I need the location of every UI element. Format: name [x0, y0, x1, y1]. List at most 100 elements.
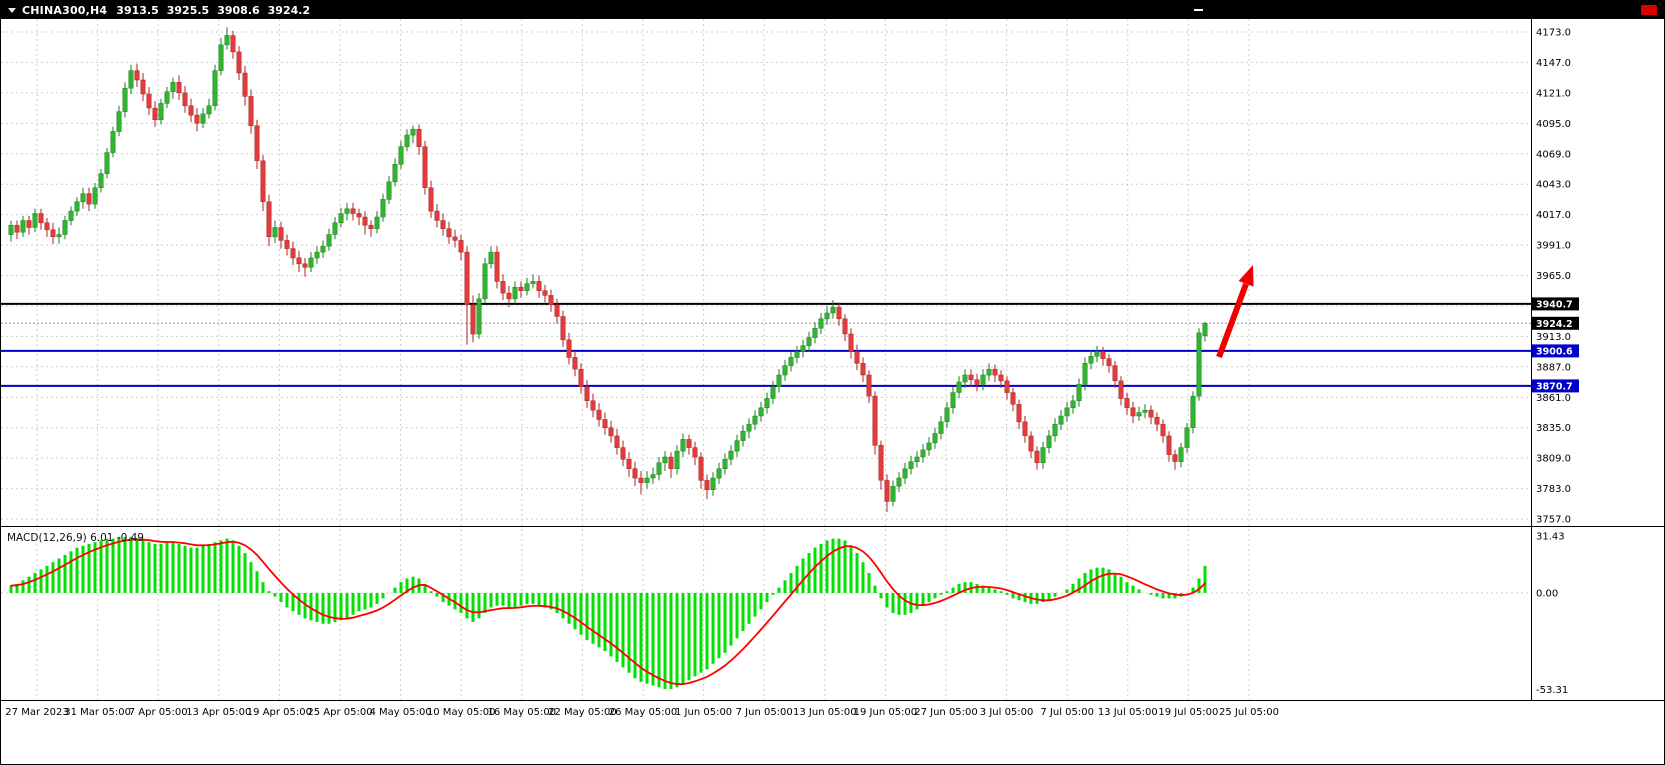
candle-body — [968, 374, 974, 380]
trend-arrow[interactable] — [1216, 265, 1254, 359]
price-tick-label: 3991.0 — [1536, 241, 1571, 252]
candle-body — [698, 456, 704, 481]
price-tag: 3924.2 — [1532, 316, 1579, 330]
candle-body — [344, 208, 350, 214]
candle-body — [1040, 447, 1046, 464]
candle-body — [290, 248, 296, 259]
candle-body — [50, 229, 56, 238]
candle-body — [284, 240, 290, 249]
time-label: 1 Jun 05:00 — [675, 707, 732, 718]
candle-body — [524, 283, 530, 291]
candle-body — [716, 468, 722, 479]
candle-body — [410, 128, 416, 136]
price-tick-label: 3835.0 — [1536, 423, 1571, 434]
candle-body — [956, 381, 962, 393]
candle-body — [818, 318, 824, 329]
candle-body — [656, 462, 662, 475]
candle-body — [32, 213, 38, 228]
svg-text:3940.7: 3940.7 — [1536, 299, 1573, 310]
candle-body — [626, 459, 632, 469]
candle-body — [1076, 384, 1082, 402]
candle-body — [710, 477, 716, 490]
price-tick-label: 3783.0 — [1536, 484, 1571, 495]
candle-body — [362, 216, 368, 226]
candle-body — [866, 374, 872, 397]
candle-body — [452, 236, 458, 241]
candle-body — [1070, 400, 1076, 409]
candle-body — [170, 82, 176, 92]
candle-body — [938, 421, 944, 434]
candle-body — [1016, 404, 1022, 423]
candle-body — [152, 107, 158, 121]
candle-body — [338, 213, 344, 224]
candle-body — [980, 374, 986, 385]
candle-body — [1130, 407, 1136, 417]
time-label: 7 Apr 05:00 — [129, 707, 188, 718]
chart-canvas[interactable]: 4173.0 4147.0 4121.0 4095.0 4069.0 4043.0 4017… — [1, 19, 1664, 764]
candle-body — [674, 450, 680, 469]
close-price: 3924.2 — [267, 3, 311, 17]
candle-body — [932, 433, 938, 444]
low-price: 3908.6 — [217, 3, 260, 17]
candle-body — [98, 173, 104, 188]
candle-body — [212, 70, 218, 106]
candle-body — [404, 134, 410, 147]
candle-body — [764, 398, 770, 409]
candle-body — [926, 442, 932, 451]
price-tick-label: 4121.0 — [1536, 88, 1571, 99]
candle-body — [974, 379, 980, 385]
time-label: 4 May 05:00 — [369, 707, 431, 718]
candle-body — [908, 461, 914, 469]
candle-body — [320, 245, 326, 253]
candle-body — [854, 351, 860, 364]
time-label: 31 Mar 05:00 — [64, 707, 131, 718]
chart-titlebar: CHINA300,H4 3913.5 3925.5 3908.6 3924.2 — [1, 1, 1664, 19]
time-label: 19 Apr 05:00 — [247, 707, 312, 718]
candle-body — [20, 220, 26, 233]
candle-body — [506, 292, 512, 300]
price-tick-label: 3887.0 — [1536, 362, 1571, 373]
candle-body — [308, 257, 314, 268]
candle-body — [1172, 454, 1178, 462]
candle-body — [1034, 450, 1040, 464]
candle-body — [842, 318, 848, 335]
candle-body — [872, 395, 878, 446]
candle-body — [758, 407, 764, 417]
candle-body — [1166, 435, 1172, 455]
time-label: 26 May 05:00 — [609, 707, 678, 718]
candle-body — [962, 374, 968, 383]
time-label: 13 Jun 05:00 — [793, 707, 857, 718]
candle-body — [530, 281, 536, 284]
candle-body — [800, 345, 806, 352]
candle-body — [1004, 380, 1010, 393]
candle-body — [788, 357, 794, 366]
candle-body — [176, 82, 182, 94]
candle-body — [122, 87, 128, 112]
candle-body — [1202, 323, 1208, 337]
candle-body — [512, 286, 518, 300]
price-tag: 3870.7 — [1532, 379, 1579, 393]
symbol-dropdown-icon[interactable] — [8, 7, 16, 13]
candle-body — [488, 251, 494, 265]
window-status-red-icon[interactable] — [1641, 5, 1657, 15]
candle-body — [416, 128, 422, 148]
candle-body — [584, 386, 590, 401]
candle-body — [1190, 395, 1196, 428]
candle-body — [812, 327, 818, 338]
candle-body — [836, 306, 842, 320]
candle-body — [614, 435, 620, 448]
time-label: 27 Mar 2023 — [5, 707, 68, 718]
candle-body — [368, 224, 374, 229]
minimize-icon[interactable] — [1194, 9, 1203, 11]
candle-body — [920, 449, 926, 458]
price-tick-label: 3757.0 — [1536, 515, 1571, 526]
candle-body — [572, 357, 578, 370]
candle-body — [74, 201, 80, 212]
candle-body — [620, 447, 626, 460]
candle-body — [314, 251, 320, 259]
candle-body — [464, 251, 470, 306]
macd-tick-label: -53.31 — [1536, 685, 1568, 696]
candle-body — [86, 193, 92, 205]
candle-body — [356, 213, 362, 218]
